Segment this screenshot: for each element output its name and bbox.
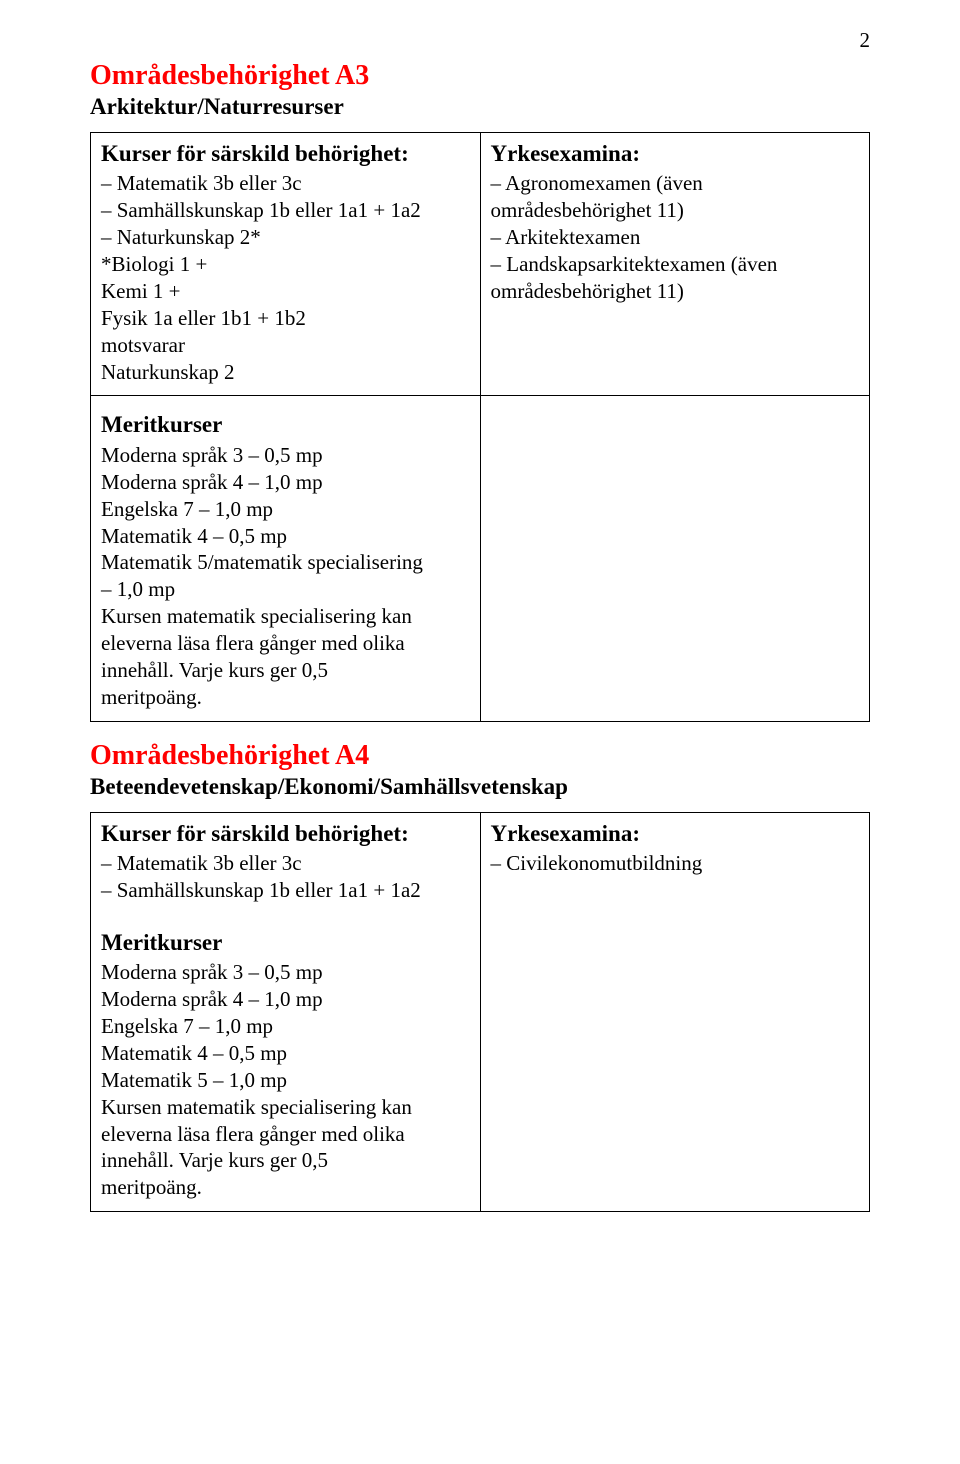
course-line: – Naturkunskap 2* <box>101 224 470 251</box>
section-b-title: Områdesbehörighet A4 <box>90 740 870 772</box>
merit-line: innehåll. Varje kurs ger 0,5 <box>101 657 470 684</box>
merit-line: meritpoäng. <box>101 684 470 711</box>
section-b-merit-heading: Meritkurser <box>101 928 470 957</box>
section-a-left-top-heading: Kurser för särskild behörighet: <box>101 139 470 168</box>
course-line: – Samhällskunskap 1b eller 1a1 + 1a2 <box>101 197 470 224</box>
section-a-right-top-cell: Yrkesexamina: – Agronomexamen (även områ… <box>480 133 870 396</box>
course-line: Fysik 1a eller 1b1 + 1b2 <box>101 305 470 332</box>
merit-line: Kursen matematik specialisering kan <box>101 1094 470 1121</box>
course-line: – Samhällskunskap 1b eller 1a1 + 1a2 <box>101 877 470 904</box>
page: 2 Områdesbehörighet A3 Arkitektur/Naturr… <box>0 0 960 1252</box>
exam-line: områdesbehörighet 11) <box>491 278 860 305</box>
merit-line: eleverna läsa flera gånger med olika <box>101 1121 470 1148</box>
section-a-merit-heading: Meritkurser <box>101 410 470 439</box>
merit-line: Moderna språk 3 – 0,5 mp <box>101 959 470 986</box>
section-b-subtitle: Beteendevetenskap/Ekonomi/Samhällsvetens… <box>90 774 870 800</box>
merit-line: Matematik 4 – 0,5 mp <box>101 1040 470 1067</box>
course-line: Naturkunskap 2 <box>101 359 470 386</box>
section-a-left-top-cell: Kurser för särskild behörighet: – Matema… <box>91 133 481 396</box>
course-line: – Matematik 3b eller 3c <box>101 850 470 877</box>
merit-line: Engelska 7 – 1,0 mp <box>101 496 470 523</box>
merit-line: eleverna läsa flera gånger med olika <box>101 630 470 657</box>
section-a-title: Områdesbehörighet A3 <box>90 60 870 92</box>
merit-line: Moderna språk 3 – 0,5 mp <box>101 442 470 469</box>
merit-line: – 1,0 mp <box>101 576 470 603</box>
course-line: motsvarar <box>101 332 470 359</box>
section-a-merit-right-cell <box>480 396 870 721</box>
merit-line: Engelska 7 – 1,0 mp <box>101 1013 470 1040</box>
exam-line: områdesbehörighet 11) <box>491 197 860 224</box>
exam-line: – Landskapsarkitektexamen (även <box>491 251 860 278</box>
exam-line: – Civilekonomutbildning <box>491 850 860 877</box>
section-b-left-heading: Kurser för särskild behörighet: <box>101 819 470 848</box>
section-b-table: Kurser för särskild behörighet: – Matema… <box>90 812 870 1213</box>
section-b-right-heading: Yrkesexamina: <box>491 819 860 848</box>
merit-line: Moderna språk 4 – 1,0 mp <box>101 469 470 496</box>
course-line: Kemi 1 + <box>101 278 470 305</box>
merit-line: Moderna språk 4 – 1,0 mp <box>101 986 470 1013</box>
merit-line: innehåll. Varje kurs ger 0,5 <box>101 1147 470 1174</box>
section-a-merit-cell: Meritkurser Moderna språk 3 – 0,5 mp Mod… <box>91 396 481 721</box>
merit-line: Matematik 4 – 0,5 mp <box>101 523 470 550</box>
page-number: 2 <box>860 28 871 53</box>
section-a-subtitle: Arkitektur/Naturresurser <box>90 94 870 120</box>
course-line: – Matematik 3b eller 3c <box>101 170 470 197</box>
merit-line: Kursen matematik specialisering kan <box>101 603 470 630</box>
merit-line: Matematik 5 – 1,0 mp <box>101 1067 470 1094</box>
section-a-table: Kurser för särskild behörighet: – Matema… <box>90 132 870 722</box>
section-b-right-cell: Yrkesexamina: – Civilekonomutbildning <box>480 812 870 1212</box>
exam-line: – Agronomexamen (även <box>491 170 860 197</box>
merit-line: meritpoäng. <box>101 1174 470 1201</box>
course-line: *Biologi 1 + <box>101 251 470 278</box>
section-b-left-cell: Kurser för särskild behörighet: – Matema… <box>91 812 481 1212</box>
merit-line: Matematik 5/matematik specialisering <box>101 549 470 576</box>
exam-line: – Arkitektexamen <box>491 224 860 251</box>
section-a-right-top-heading: Yrkesexamina: <box>491 139 860 168</box>
